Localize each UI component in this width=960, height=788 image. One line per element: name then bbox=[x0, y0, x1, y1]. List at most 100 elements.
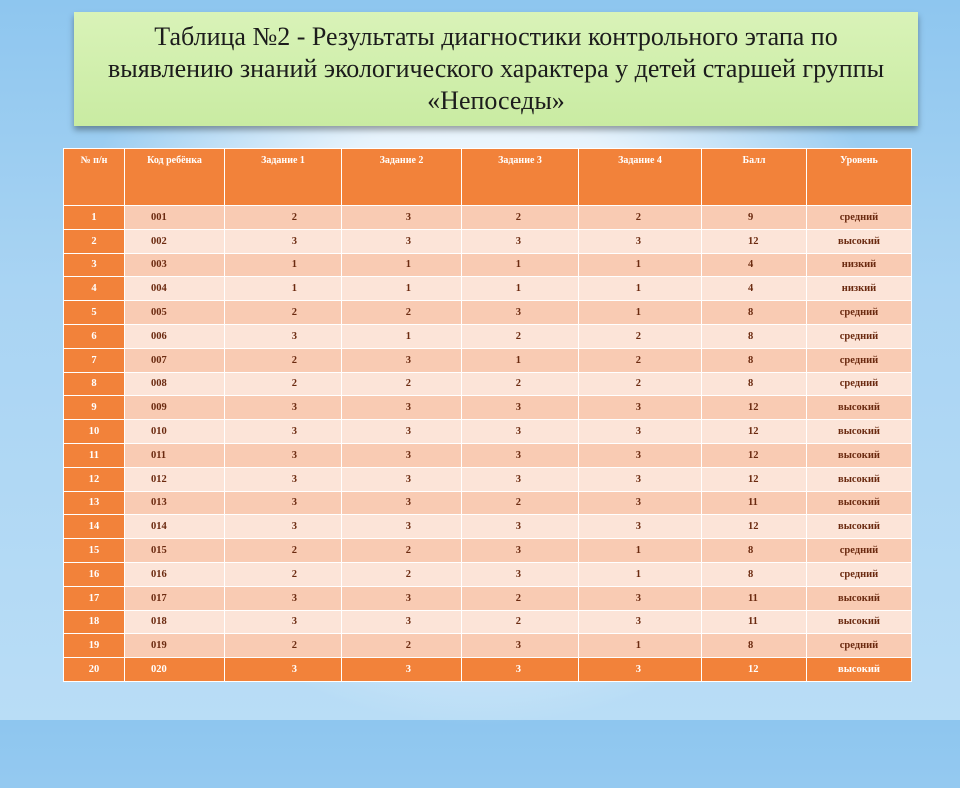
task-2-cell: 3 bbox=[341, 395, 462, 421]
score-cell: 12 bbox=[701, 419, 807, 444]
task-1-cell: 3 bbox=[224, 466, 342, 492]
slide-title: Таблица №2 - Результаты диагностики конт… bbox=[107, 22, 885, 115]
table-row: 11 011 3 3 3 3 12 высокий bbox=[63, 442, 912, 468]
results-table: № п/н Код ребёнка Задание 1 Задание 2 За… bbox=[63, 148, 912, 682]
table-row: 5 005 2 2 3 1 8 средний bbox=[63, 300, 912, 325]
table-row: 14 014 3 3 3 3 12 высокий bbox=[63, 514, 912, 540]
task-4-cell: 2 bbox=[578, 205, 702, 230]
table-row: 15 015 2 2 3 1 8 средний bbox=[63, 538, 912, 563]
task-2-cell: 3 bbox=[341, 490, 462, 516]
task-2-cell: 1 bbox=[341, 276, 462, 302]
task-1-cell: 2 bbox=[224, 300, 342, 325]
score-cell: 9 bbox=[701, 205, 807, 230]
row-number-cell: 1 bbox=[63, 205, 125, 230]
score-cell: 8 bbox=[701, 347, 807, 373]
task-3-cell: 1 bbox=[461, 252, 579, 278]
score-cell: 12 bbox=[701, 466, 807, 492]
task-1-cell: 1 bbox=[224, 252, 342, 278]
child-code-cell: 019 bbox=[124, 633, 225, 659]
task-1-cell: 2 bbox=[224, 561, 342, 587]
table-row: 6 006 3 1 2 2 8 средний bbox=[63, 323, 912, 349]
task-4-cell: 1 bbox=[578, 633, 702, 659]
header-cell-task-3: Задание 3 bbox=[461, 148, 579, 206]
task-1-cell: 3 bbox=[224, 419, 342, 444]
level-cell: высокий bbox=[806, 514, 912, 540]
task-3-cell: 3 bbox=[461, 561, 579, 587]
table-row: 13 013 3 3 2 3 11 высокий bbox=[63, 490, 912, 516]
level-cell: высокий bbox=[806, 466, 912, 492]
task-4-cell: 3 bbox=[578, 585, 702, 611]
row-number-cell: 17 bbox=[63, 585, 125, 611]
score-cell: 12 bbox=[701, 657, 807, 682]
task-3-cell: 3 bbox=[461, 514, 579, 540]
task-2-cell: 2 bbox=[341, 371, 462, 397]
child-code-cell: 012 bbox=[124, 466, 225, 492]
row-number-cell: 16 bbox=[63, 561, 125, 587]
task-2-cell: 1 bbox=[341, 252, 462, 278]
row-number-cell: 11 bbox=[63, 442, 125, 468]
child-code-cell: 017 bbox=[124, 585, 225, 611]
row-number-cell: 19 bbox=[63, 633, 125, 659]
level-cell: средний bbox=[806, 371, 912, 397]
task-2-cell: 2 bbox=[341, 538, 462, 563]
row-number-cell: 4 bbox=[63, 276, 125, 302]
child-code-cell: 007 bbox=[124, 347, 225, 373]
task-2-cell: 3 bbox=[341, 347, 462, 373]
child-code-cell: 005 bbox=[124, 300, 225, 325]
task-3-cell: 2 bbox=[461, 371, 579, 397]
task-2-cell: 3 bbox=[341, 466, 462, 492]
score-cell: 11 bbox=[701, 490, 807, 516]
task-3-cell: 2 bbox=[461, 323, 579, 349]
header-cell-task-2: Задание 2 bbox=[341, 148, 462, 206]
header-cell-task-4: Задание 4 bbox=[578, 148, 702, 206]
task-4-cell: 3 bbox=[578, 395, 702, 421]
task-2-cell: 3 bbox=[341, 205, 462, 230]
row-number-cell: 8 bbox=[63, 371, 125, 397]
table-row: 20 020 3 3 3 3 12 высокий bbox=[63, 657, 912, 682]
child-code-cell: 002 bbox=[124, 228, 225, 254]
score-cell: 12 bbox=[701, 395, 807, 421]
level-cell: низкий bbox=[806, 276, 912, 302]
child-code-cell: 009 bbox=[124, 395, 225, 421]
level-cell: высокий bbox=[806, 228, 912, 254]
level-cell: высокий bbox=[806, 609, 912, 635]
row-number-cell: 3 bbox=[63, 252, 125, 278]
task-4-cell: 3 bbox=[578, 442, 702, 468]
task-3-cell: 3 bbox=[461, 228, 579, 254]
table-row: 1 001 2 3 2 2 9 средний bbox=[63, 205, 912, 230]
task-1-cell: 2 bbox=[224, 371, 342, 397]
task-1-cell: 2 bbox=[224, 538, 342, 563]
score-cell: 11 bbox=[701, 585, 807, 611]
score-cell: 8 bbox=[701, 371, 807, 397]
task-3-cell: 3 bbox=[461, 657, 579, 682]
task-1-cell: 3 bbox=[224, 323, 342, 349]
score-cell: 12 bbox=[701, 442, 807, 468]
level-cell: средний bbox=[806, 633, 912, 659]
task-2-cell: 3 bbox=[341, 585, 462, 611]
task-3-cell: 1 bbox=[461, 276, 579, 302]
task-1-cell: 3 bbox=[224, 514, 342, 540]
task-3-cell: 2 bbox=[461, 585, 579, 611]
task-4-cell: 3 bbox=[578, 657, 702, 682]
row-number-cell: 12 bbox=[63, 466, 125, 492]
table-row: 8 008 2 2 2 2 8 средний bbox=[63, 371, 912, 397]
task-1-cell: 3 bbox=[224, 490, 342, 516]
child-code-cell: 006 bbox=[124, 323, 225, 349]
child-code-cell: 010 bbox=[124, 419, 225, 444]
row-number-cell: 7 bbox=[63, 347, 125, 373]
table-row: 2 002 3 3 3 3 12 высокий bbox=[63, 228, 912, 254]
score-cell: 4 bbox=[701, 252, 807, 278]
level-cell: средний bbox=[806, 561, 912, 587]
header-cell-score: Балл bbox=[701, 148, 807, 206]
child-code-cell: 020 bbox=[124, 657, 225, 682]
task-1-cell: 1 bbox=[224, 276, 342, 302]
task-2-cell: 3 bbox=[341, 514, 462, 540]
table-header: № п/н Код ребёнка Задание 1 Задание 2 За… bbox=[63, 148, 912, 206]
task-2-cell: 2 bbox=[341, 561, 462, 587]
level-cell: высокий bbox=[806, 419, 912, 444]
task-4-cell: 1 bbox=[578, 538, 702, 563]
task-3-cell: 1 bbox=[461, 347, 579, 373]
score-cell: 8 bbox=[701, 323, 807, 349]
header-cell-task-1: Задание 1 bbox=[224, 148, 342, 206]
task-1-cell: 2 bbox=[224, 633, 342, 659]
